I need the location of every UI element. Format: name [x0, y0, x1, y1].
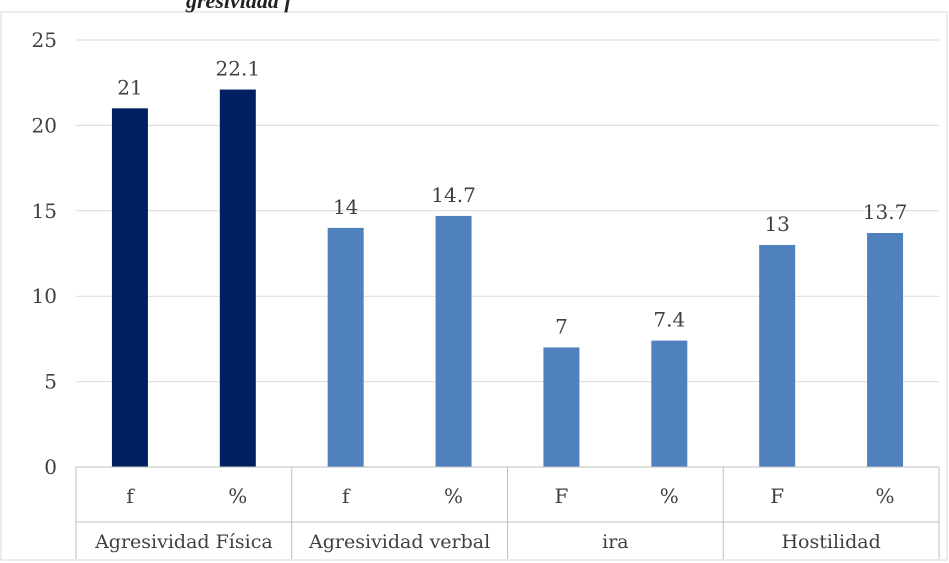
data-label: 14 — [333, 195, 358, 219]
data-label: 22.1 — [216, 57, 261, 81]
data-label: 13.7 — [863, 200, 908, 224]
data-label: 7.4 — [653, 308, 685, 332]
bar — [111, 108, 148, 467]
x-category-label: % — [444, 484, 463, 508]
group-label: ira — [602, 531, 629, 553]
bar — [435, 215, 472, 467]
x-category-label: f — [126, 484, 135, 508]
bars — [111, 89, 904, 468]
chart-title: gresividad f — [185, 0, 294, 13]
bar — [867, 233, 904, 467]
bar — [219, 89, 256, 468]
group-label: Agresividad Física — [94, 531, 273, 553]
x-category-label: F — [554, 484, 568, 508]
y-tick-label: 0 — [44, 455, 57, 479]
data-label: 21 — [117, 75, 142, 99]
x-category-label: % — [876, 484, 895, 508]
bar — [327, 227, 364, 467]
x-axis — [75, 466, 940, 559]
y-tick-label: 15 — [32, 199, 57, 223]
group-label: Hostilidad — [781, 531, 880, 553]
bar — [759, 244, 796, 467]
x-axis-labels: f% f% F% F % Agresividad Física Agresividad ve… — [94, 484, 895, 553]
data-label: 7 — [555, 314, 568, 338]
group-label: Agresividad verbal — [308, 531, 490, 553]
x-category-label: % — [228, 484, 247, 508]
x-category-label: f — [342, 484, 351, 508]
x-category-label: F — [770, 484, 784, 508]
y-tick-label: 25 — [32, 28, 57, 52]
bar — [543, 347, 580, 467]
data-labels: 21 22.1 14 14.7 7 7.4 13 13.7 — [117, 57, 907, 339]
y-axis-tick-labels: 0 5 10 15 20 25 — [32, 28, 57, 479]
data-label: 14.7 — [431, 183, 476, 207]
x-category-label: % — [660, 484, 679, 508]
data-label: 13 — [764, 212, 789, 236]
y-tick-label: 10 — [32, 284, 57, 308]
y-tick-label: 20 — [32, 113, 57, 137]
bar — [651, 340, 688, 467]
y-tick-label: 5 — [44, 370, 57, 394]
